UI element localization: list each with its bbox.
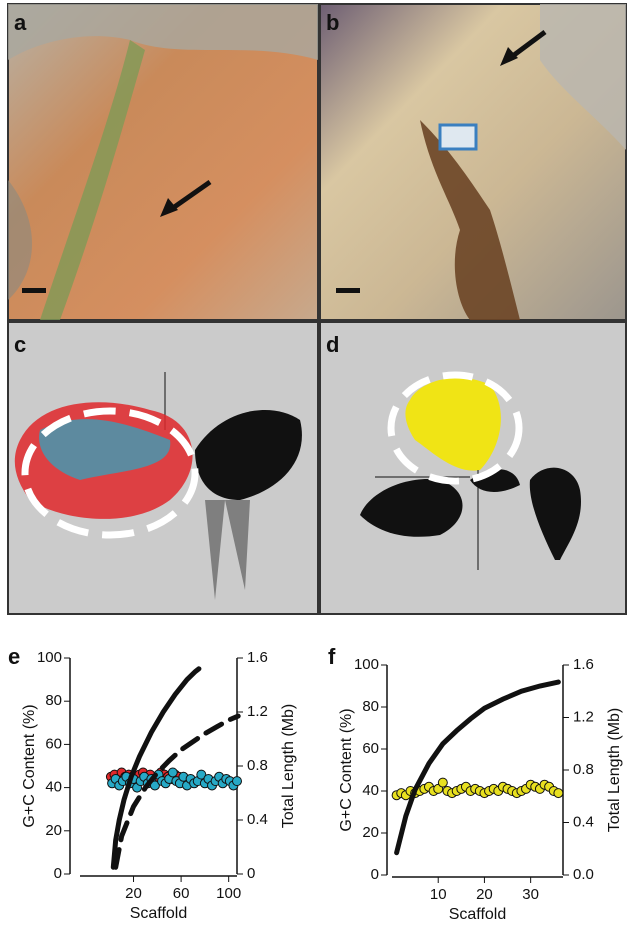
photo-b: b	[320, 4, 626, 320]
line	[116, 716, 239, 867]
panel-label: c	[14, 332, 26, 357]
point	[554, 789, 563, 798]
line	[397, 682, 559, 853]
y2-tick-label: 1.6	[247, 649, 268, 666]
panel-label: e	[8, 644, 20, 669]
y-axis-title: G+C Content (%)	[21, 704, 38, 827]
y-axis-title: G+C Content (%)	[338, 708, 355, 831]
panel-label: b	[326, 10, 339, 35]
y-tick-label: 0	[54, 865, 62, 882]
y2-tick-label: 1.2	[247, 703, 268, 720]
panel-label: d	[326, 332, 339, 357]
panel-c: c	[8, 322, 318, 614]
x-tick-label: 30	[522, 886, 539, 903]
y2-tick-label: 0	[247, 865, 255, 882]
y-tick-label: 80	[45, 692, 62, 709]
y-tick-label: 40	[45, 779, 62, 796]
y2-tick-label: 0.4	[247, 811, 268, 828]
y2-tick-label: 1.2	[573, 708, 594, 725]
y2-axis-title: Total Length (Mb)	[606, 708, 623, 833]
x-tick-label: 100	[216, 885, 241, 902]
y-tick-label: 20	[362, 824, 379, 841]
x-axis-title: Scaffold	[130, 905, 188, 922]
x-tick-label: 20	[476, 886, 493, 903]
y-tick-label: 20	[45, 822, 62, 839]
x-tick-label: 60	[173, 885, 190, 902]
point	[233, 777, 242, 786]
y2-tick-label: 0.8	[573, 761, 594, 778]
panel-d: d	[320, 322, 626, 614]
y-tick-label: 100	[37, 649, 62, 666]
y-tick-label: 100	[354, 656, 379, 673]
y-tick-label: 0	[371, 866, 379, 883]
line	[113, 669, 199, 867]
y2-tick-label: 0.0	[573, 866, 594, 883]
y-tick-label: 40	[362, 782, 379, 799]
x-axis-title: Scaffold	[449, 906, 507, 923]
panel-label: f	[328, 644, 336, 669]
y-tick-label: 60	[45, 735, 62, 752]
x-tick-label: 10	[430, 886, 447, 903]
figure: a b c d e02040608010000.40.81.21.6206010…	[0, 0, 629, 924]
y-tick-label: 80	[362, 698, 379, 715]
y2-tick-label: 0.8	[247, 757, 268, 774]
y2-tick-label: 0.4	[573, 813, 594, 830]
point	[438, 778, 447, 787]
y-tick-label: 60	[362, 740, 379, 757]
y2-axis-title: Total Length (Mb)	[280, 704, 297, 829]
photo-a: a	[8, 4, 318, 320]
x-tick-label: 20	[125, 885, 142, 902]
y2-tick-label: 1.6	[573, 656, 594, 673]
point	[168, 768, 177, 777]
panel-label: a	[14, 10, 27, 35]
page: {"panels": [{"label": "a"}, {"label": "b…	[0, 0, 629, 929]
